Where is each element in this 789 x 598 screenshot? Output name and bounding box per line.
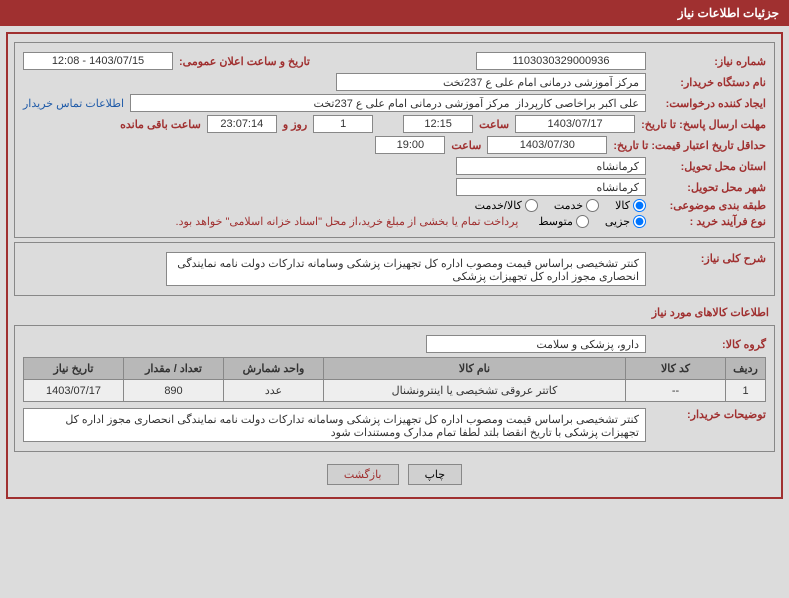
- deadline-time-input[interactable]: [403, 115, 473, 133]
- td-name: کاتتر عروقی تشخیصی یا اینترونشنال: [324, 380, 626, 402]
- td-date: 1403/07/17: [24, 380, 124, 402]
- main-container: شماره نیاز: تاریخ و ساعت اعلان عمومی: نا…: [6, 32, 783, 499]
- requester-label: ایجاد کننده درخواست:: [646, 97, 766, 110]
- saat-label-2: ساعت: [445, 139, 487, 152]
- process-radio-group: جزیی متوسط: [526, 215, 646, 228]
- contact-link[interactable]: اطلاعات تماس خریدار: [23, 97, 130, 110]
- radio-medium[interactable]: متوسط: [538, 215, 589, 228]
- announce-label: تاریخ و ساعت اعلان عمومی:: [173, 55, 316, 68]
- desc-fieldset: شرح کلی نیاز:: [14, 242, 775, 296]
- process-note: پرداخت تمام یا بخشی از مبلغ خرید،از محل …: [176, 215, 527, 228]
- buyer-notes-label: توضیحات خریدار:: [646, 408, 766, 421]
- th-date: تاریخ نیاز: [24, 358, 124, 380]
- panel-header: جزئیات اطلاعات نیاز: [0, 0, 789, 26]
- need-no-label: شماره نیاز:: [646, 55, 766, 68]
- rooz-label: روز و: [277, 118, 313, 131]
- validity-date-input[interactable]: [487, 136, 607, 154]
- buyer-input[interactable]: [336, 73, 646, 91]
- td-qty: 890: [124, 380, 224, 402]
- th-qty: تعداد / مقدار: [124, 358, 224, 380]
- goods-fieldset: گروه کالا: ردیف کد کالا نام کالا واحد شم…: [14, 325, 775, 452]
- radio-partial[interactable]: جزیی: [605, 215, 646, 228]
- remaining-label: ساعت باقی مانده: [114, 118, 207, 131]
- city-input[interactable]: [456, 178, 646, 196]
- desc-textarea[interactable]: [166, 252, 646, 286]
- table-header-row: ردیف کد کالا نام کالا واحد شمارش تعداد /…: [24, 358, 766, 380]
- print-button[interactable]: چاپ: [408, 464, 463, 485]
- td-row: 1: [726, 380, 766, 402]
- city-label: شهر محل تحویل:: [646, 181, 766, 194]
- requester-input[interactable]: [130, 94, 646, 112]
- province-input[interactable]: [456, 157, 646, 175]
- goods-section-title: اطلاعات کالاهای مورد نیاز: [12, 300, 777, 321]
- deadline-send-label: مهلت ارسال پاسخ: تا تاریخ:: [635, 118, 766, 131]
- desc-label: شرح کلی نیاز:: [646, 252, 766, 265]
- table-row[interactable]: 1 -- کاتتر عروقی تشخیصی یا اینترونشنال ع…: [24, 380, 766, 402]
- header-title: جزئیات اطلاعات نیاز: [678, 6, 779, 20]
- province-label: استان محل تحویل:: [646, 160, 766, 173]
- back-button[interactable]: بازگشت: [327, 464, 399, 485]
- countdown-input[interactable]: [207, 115, 277, 133]
- buyer-notes-textarea[interactable]: [23, 408, 646, 442]
- days-input[interactable]: [313, 115, 373, 133]
- group-label: گروه کالا:: [646, 338, 766, 351]
- buyer-label: نام دستگاه خریدار:: [646, 76, 766, 89]
- validity-time-input[interactable]: [375, 136, 445, 154]
- th-name: نام کالا: [324, 358, 626, 380]
- validity-label: حداقل تاریخ اعتبار قیمت: تا تاریخ:: [607, 139, 766, 152]
- category-radio-group: کالا خدمت کالا/خدمت: [463, 199, 646, 212]
- radio-goods[interactable]: کالا: [615, 199, 646, 212]
- deadline-date-input[interactable]: [515, 115, 635, 133]
- th-row: ردیف: [726, 358, 766, 380]
- process-label: نوع فرآیند خرید :: [646, 215, 766, 228]
- category-label: طبقه بندی موضوعی:: [646, 199, 766, 212]
- goods-table: ردیف کد کالا نام کالا واحد شمارش تعداد /…: [23, 357, 766, 402]
- td-code: --: [626, 380, 726, 402]
- saat-label-1: ساعت: [473, 118, 515, 131]
- th-unit: واحد شمارش: [224, 358, 324, 380]
- th-code: کد کالا: [626, 358, 726, 380]
- general-fieldset: شماره نیاز: تاریخ و ساعت اعلان عمومی: نا…: [14, 42, 775, 238]
- radio-service[interactable]: خدمت: [554, 199, 599, 212]
- td-unit: عدد: [224, 380, 324, 402]
- need-no-input[interactable]: [476, 52, 646, 70]
- button-bar: چاپ بازگشت: [12, 456, 777, 493]
- radio-both[interactable]: کالا/خدمت: [475, 199, 538, 212]
- announce-input[interactable]: [23, 52, 173, 70]
- group-input[interactable]: [426, 335, 646, 353]
